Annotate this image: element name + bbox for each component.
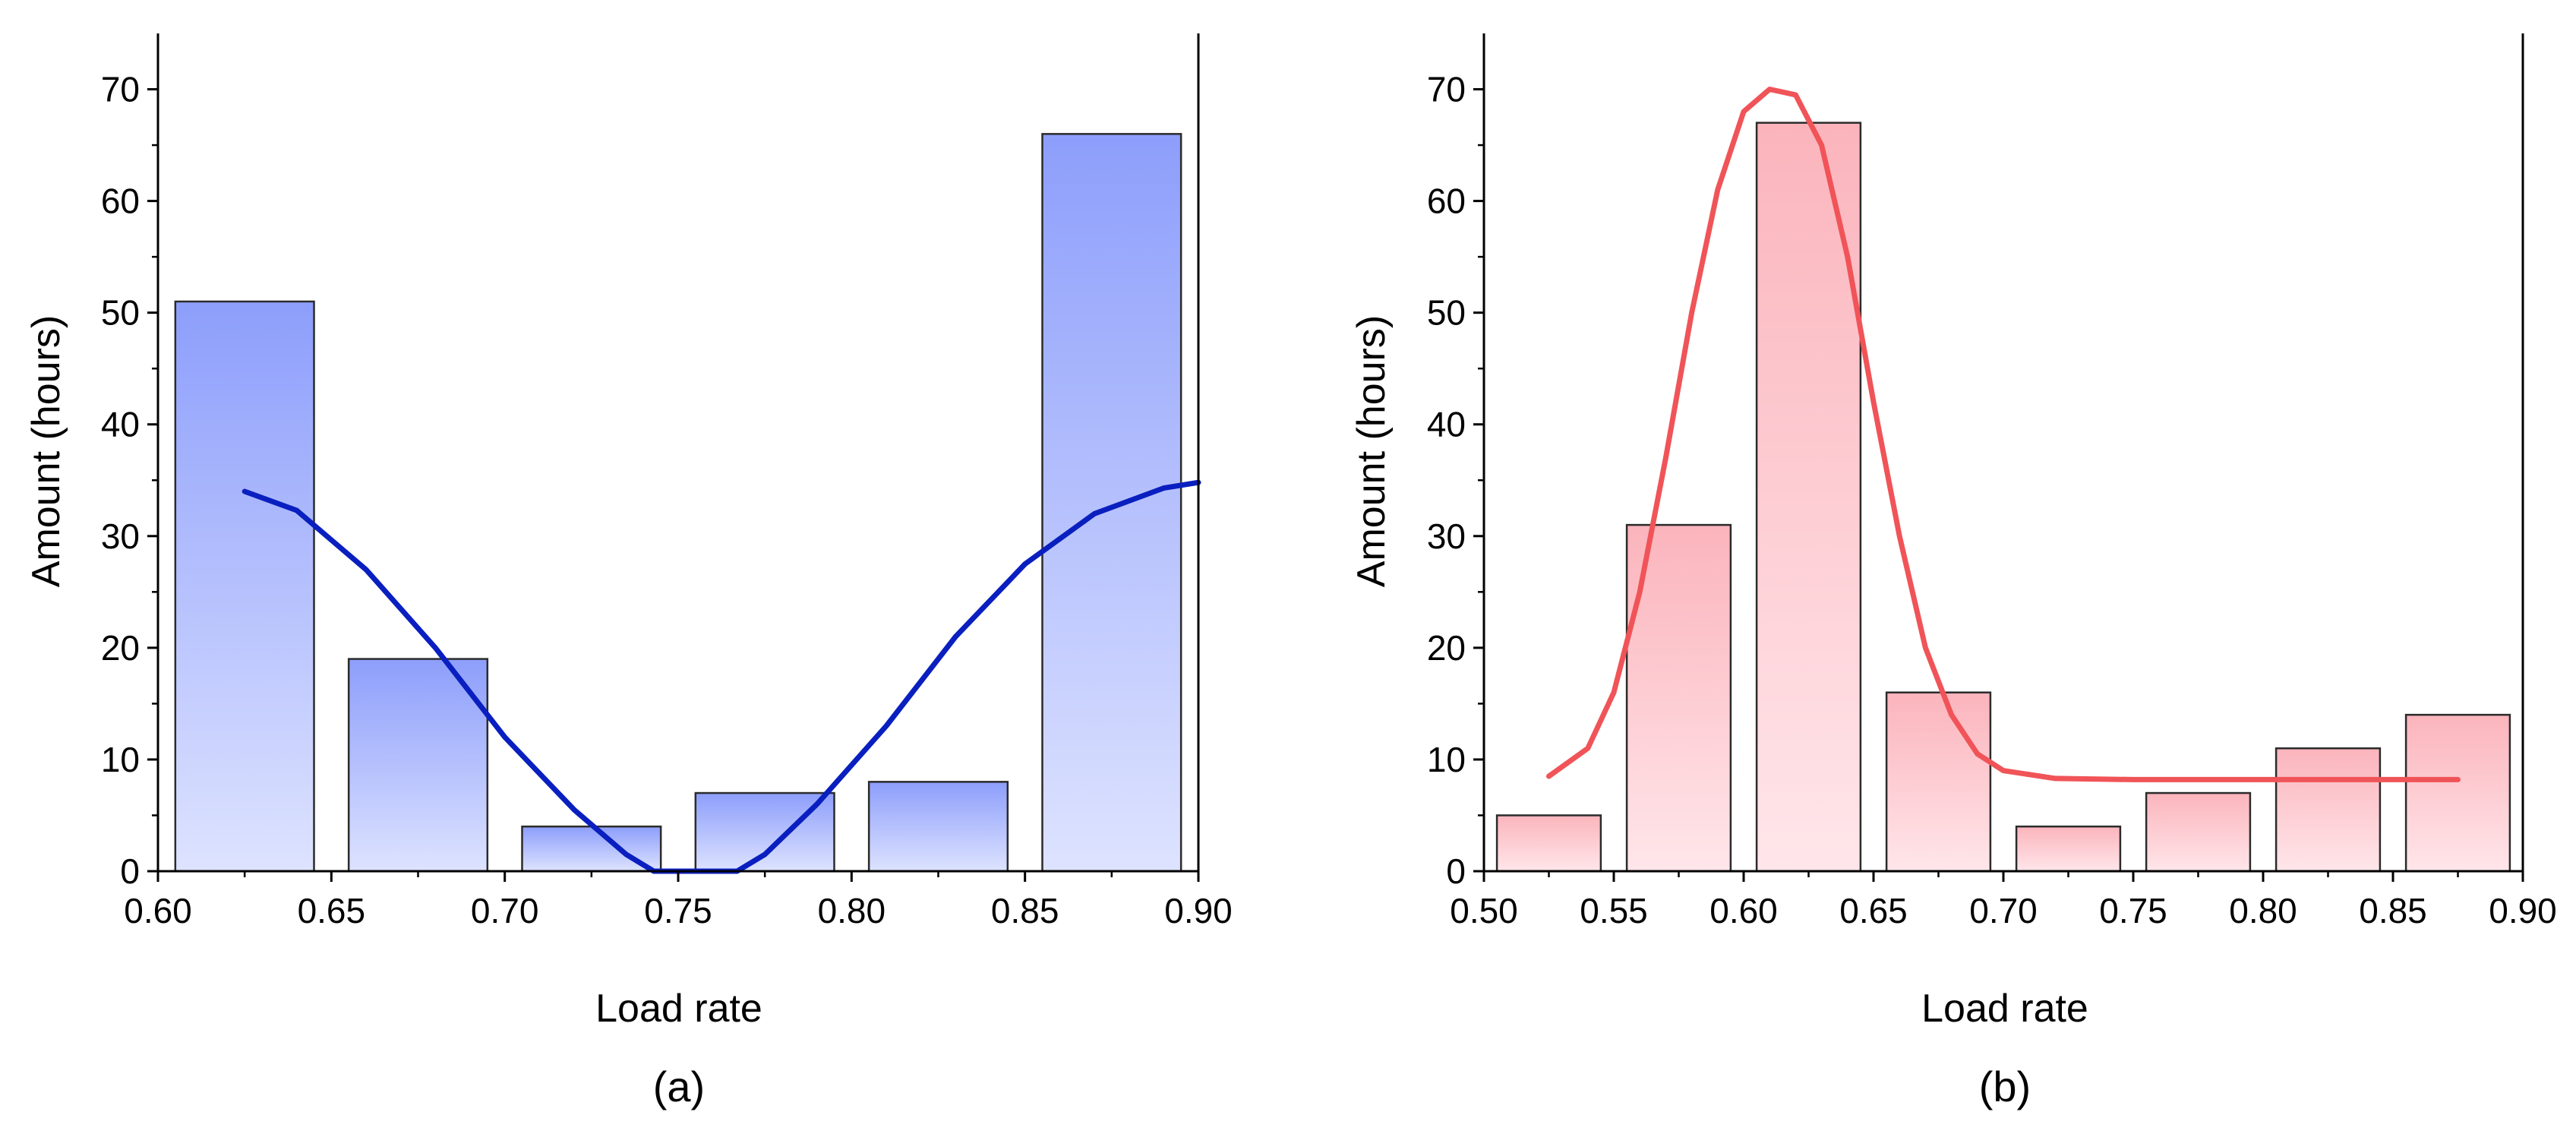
- histogram-bar-a-0: [174, 300, 315, 873]
- y-tick-label-a-5: 50: [101, 293, 140, 333]
- y-tick-label-a-7: 70: [101, 70, 140, 109]
- x-tick-label-b-3: 0.65: [1839, 891, 1908, 930]
- y-tick-label-b-0: 0: [1446, 851, 1466, 891]
- y-axis-title-b: Amount (hours): [1350, 315, 1394, 587]
- x-tick-label-b-7: 0.85: [2359, 891, 2427, 930]
- x-tick-label-a-3: 0.75: [644, 891, 712, 930]
- y-axis-title-a: Amount (hours): [24, 315, 68, 587]
- x-tick-label-b-0: 0.50: [1450, 891, 1518, 930]
- histogram-bar-b-6: [2275, 747, 2382, 873]
- y-tick-label-b-4: 40: [1427, 405, 1466, 444]
- x-tick-label-a-6: 0.90: [1164, 891, 1233, 930]
- x-tick-label-a-5: 0.85: [991, 891, 1059, 930]
- y-tick-label-a-1: 10: [101, 740, 140, 779]
- histogram-bar-b-3: [1885, 691, 1992, 873]
- y-tick-label-b-3: 30: [1427, 516, 1466, 556]
- histogram-bar-a-1: [347, 658, 489, 873]
- panel-label-a: (a): [653, 1063, 705, 1110]
- x-axis-title-b: Load rate: [1921, 987, 2088, 1031]
- x-tick-label-a-1: 0.65: [298, 891, 366, 930]
- histogram-bar-a-5: [1041, 133, 1182, 873]
- x-axis-title-a: Load rate: [595, 987, 762, 1031]
- y-tick-label-a-6: 60: [101, 182, 140, 221]
- y-tick-label-b-5: 50: [1427, 293, 1466, 333]
- chart-panel-b: Load rate Amount (hours) (b) 0 10 20 30 40 50…: [1350, 33, 2557, 1110]
- y-tick-label-b-7: 70: [1427, 70, 1466, 109]
- x-tick-label-a-0: 0.60: [124, 891, 192, 930]
- y-tick-label-b-6: 60: [1427, 182, 1466, 221]
- histogram-bar-b-7: [2404, 713, 2511, 873]
- x-tick-label-a-2: 0.70: [471, 891, 539, 930]
- x-tick-label-b-5: 0.75: [2099, 891, 2167, 930]
- y-tick-label-b-2: 20: [1427, 628, 1466, 668]
- histogram-bar-a-3: [694, 791, 835, 873]
- chart-panel-a: Load rate Amount (hours) (a) 0 10 20 30 40 50…: [24, 33, 1233, 1110]
- fit-curve-b: [1546, 87, 2461, 782]
- x-tick-label-b-4: 0.70: [1969, 891, 2038, 930]
- histogram-bar-a-4: [867, 781, 1009, 873]
- histogram-bar-b-4: [2015, 825, 2122, 873]
- histogram-bar-b-5: [2145, 791, 2252, 873]
- x-tick-label-b-8: 0.90: [2489, 891, 2557, 930]
- y-tick-label-a-0: 0: [120, 851, 140, 891]
- y-tick-label-a-3: 30: [101, 516, 140, 556]
- panel-label-b: (b): [1979, 1063, 2031, 1110]
- x-tick-label-b-2: 0.60: [1709, 891, 1778, 930]
- x-tick-label-b-1: 0.55: [1580, 891, 1648, 930]
- y-tick-label-a-4: 40: [101, 405, 140, 444]
- x-tick-label-a-4: 0.80: [818, 891, 886, 930]
- x-tick-label-b-6: 0.80: [2229, 891, 2297, 930]
- histogram-bar-b-0: [1495, 814, 1602, 873]
- y-tick-label-b-1: 10: [1427, 740, 1466, 779]
- y-tick-label-a-2: 20: [101, 628, 140, 668]
